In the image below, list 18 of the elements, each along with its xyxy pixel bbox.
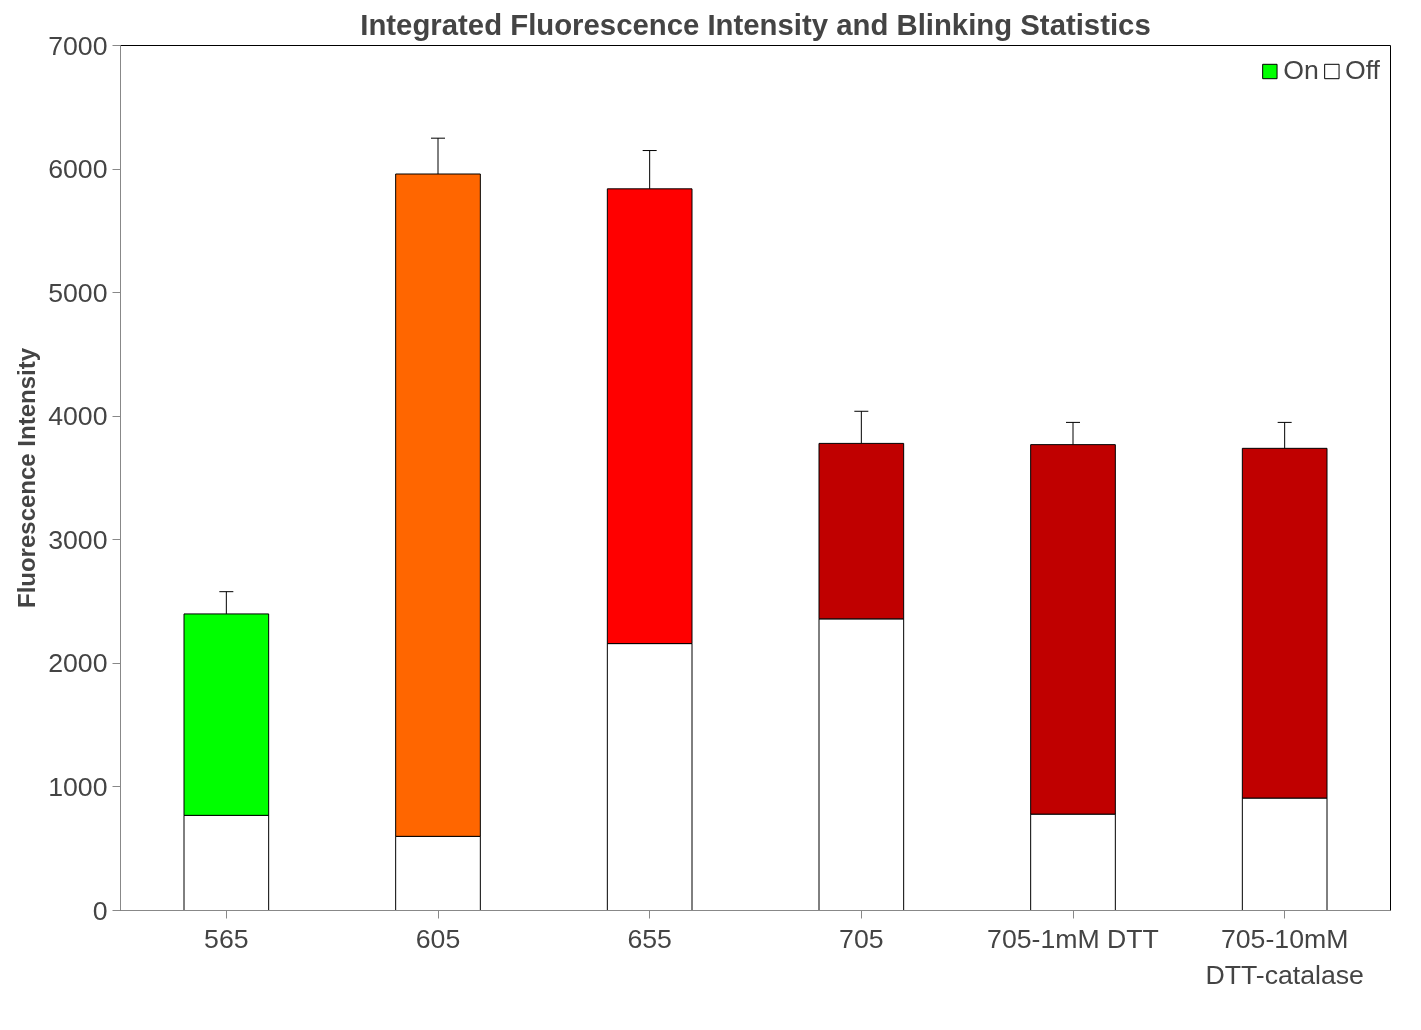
x-tick-label: 655 <box>627 923 672 954</box>
chart-title: Integrated Fluorescence Intensity and Blinking Statistics <box>360 7 1151 41</box>
y-axis-title: Fluorescence Intensity <box>13 347 41 609</box>
y-tick-label: 6000 <box>48 154 108 185</box>
y-tick-label: 1000 <box>48 771 108 802</box>
x-tick-label: 705-10mM DTT-catalase <box>1205 923 1364 990</box>
x-tick-label: 705 <box>839 923 884 954</box>
x-tick-label: 565 <box>204 923 249 954</box>
y-tick-label: 0 <box>92 895 108 926</box>
y-tick-label: 2000 <box>48 648 108 679</box>
y-tick-label: 3000 <box>48 524 108 555</box>
y-tick-label: 5000 <box>48 277 108 308</box>
legend-label: Off <box>1344 55 1380 86</box>
y-tick-label: 7000 <box>48 30 108 61</box>
y-tick-label: 4000 <box>48 401 108 432</box>
legend-label: On <box>1283 55 1319 86</box>
x-tick-label: 605 <box>415 923 461 954</box>
x-tick-label: 705-1mM DTT <box>987 923 1159 954</box>
